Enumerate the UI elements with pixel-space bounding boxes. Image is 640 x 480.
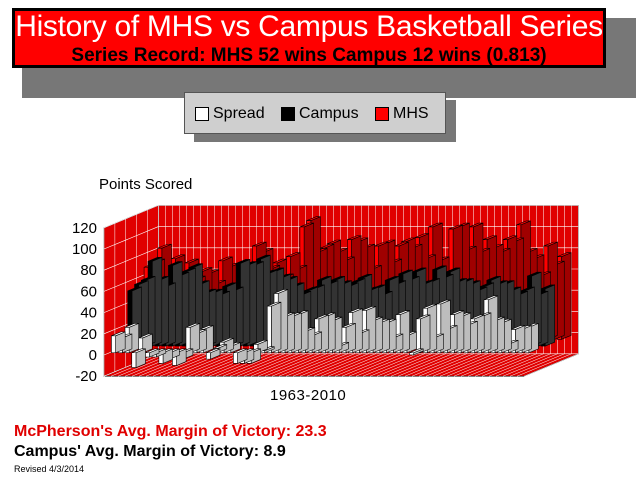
gridline-floor bbox=[152, 353, 208, 377]
title-banner: History of MHS vs Campus Basketball Seri… bbox=[12, 8, 606, 68]
gridline-floor bbox=[516, 353, 572, 377]
y-tick-label: 0 bbox=[89, 347, 97, 364]
gridline-floor bbox=[390, 353, 446, 377]
spread-bar bbox=[233, 352, 238, 364]
y-tick-label: -20 bbox=[75, 368, 97, 385]
gridline-floor bbox=[264, 353, 320, 377]
gridline-floor bbox=[327, 353, 383, 377]
y-tick-label: 20 bbox=[80, 326, 97, 343]
gridline-floor bbox=[355, 353, 411, 377]
y-tick-label: 100 bbox=[72, 241, 97, 258]
spread-bar bbox=[415, 318, 421, 354]
y-tick-label: 120 bbox=[72, 220, 97, 237]
gridline-floor bbox=[502, 353, 558, 377]
gridline-floor bbox=[453, 353, 509, 377]
legend-label-mhs: MHS bbox=[393, 105, 429, 122]
gridline-floor bbox=[320, 353, 376, 377]
gridline-floor bbox=[173, 353, 229, 377]
gridline-floor bbox=[306, 353, 362, 377]
gridline-floor bbox=[215, 353, 271, 377]
gridline-floor bbox=[348, 353, 404, 377]
spread-bar-side bbox=[271, 301, 282, 354]
y-tick-label: 60 bbox=[80, 283, 97, 300]
chart-title: History of MHS vs Campus Basketball Seri… bbox=[15, 10, 603, 43]
gridline-floor bbox=[425, 353, 481, 377]
gridline-floor bbox=[159, 353, 215, 377]
gridline-floor bbox=[418, 353, 474, 377]
gridline-floor bbox=[488, 353, 544, 377]
gridline-floor bbox=[229, 353, 285, 377]
spread-bar-side bbox=[420, 314, 431, 354]
gridline-floor bbox=[404, 353, 460, 377]
spread-bar bbox=[111, 335, 116, 354]
gridline-floor bbox=[292, 353, 348, 377]
gridline-floor bbox=[334, 353, 390, 377]
series-record: Series Record: MHS 52 wins Campus 12 win… bbox=[71, 45, 547, 66]
gridline-floor bbox=[222, 353, 278, 377]
gridline-floor bbox=[460, 353, 516, 377]
gridline-floor bbox=[376, 353, 432, 377]
gridline-floor bbox=[243, 353, 299, 377]
gridline-floor bbox=[397, 353, 453, 377]
gridline-floor bbox=[278, 353, 334, 377]
gridline-floor bbox=[299, 353, 355, 377]
gridline-floor bbox=[383, 353, 439, 377]
legend-label-spread: Spread bbox=[213, 105, 265, 122]
gridline-floor bbox=[523, 353, 579, 377]
x-axis-label: 1963-2010 bbox=[270, 387, 347, 404]
gridline-floor bbox=[271, 353, 327, 377]
gridline-floor bbox=[236, 353, 292, 377]
gridline-floor bbox=[103, 353, 159, 377]
campus-margin-text: Campus' Avg. Margin of Victory: 8.9 bbox=[14, 443, 286, 460]
gridline-floor bbox=[481, 353, 537, 377]
spread-bar bbox=[205, 352, 211, 360]
gridline-floor bbox=[180, 353, 236, 377]
gridline-floor bbox=[509, 353, 565, 377]
gridline-floor bbox=[369, 353, 425, 377]
gridline-floor bbox=[446, 353, 502, 377]
gridline-floor bbox=[495, 353, 551, 377]
gridline-floor bbox=[362, 353, 418, 377]
legend-swatch-campus bbox=[281, 107, 295, 121]
legend: Spread Campus MHS bbox=[184, 92, 446, 134]
gridline-floor bbox=[474, 353, 530, 377]
spread-bar bbox=[266, 305, 272, 354]
gridline-floor bbox=[250, 353, 306, 377]
spread-bar bbox=[131, 352, 137, 368]
gridline-floor bbox=[467, 353, 523, 377]
gridline-floor bbox=[257, 353, 313, 377]
mcpherson-margin-text: McPherson's Avg. Margin of Victory: 23.3 bbox=[14, 423, 327, 440]
y-tick-label: 40 bbox=[80, 305, 97, 322]
spread-bar bbox=[145, 352, 150, 358]
revised-date: Revised 4/3/2014 bbox=[14, 464, 85, 474]
legend-swatch-spread bbox=[195, 107, 209, 121]
gridline-floor bbox=[411, 353, 467, 377]
legend-swatch-mhs bbox=[375, 107, 389, 121]
gridline-floor bbox=[432, 353, 488, 377]
gridline-floor bbox=[341, 353, 397, 377]
gridline-floor bbox=[313, 353, 369, 377]
spread-bar-side bbox=[189, 322, 200, 354]
y-tick-label: 80 bbox=[80, 262, 97, 279]
gridline-floor bbox=[439, 353, 495, 377]
spread-bar bbox=[409, 352, 415, 356]
y-axis-title: Points Scored bbox=[99, 176, 193, 193]
legend-label-campus: Campus bbox=[299, 105, 359, 122]
gridline-floor bbox=[285, 353, 341, 377]
